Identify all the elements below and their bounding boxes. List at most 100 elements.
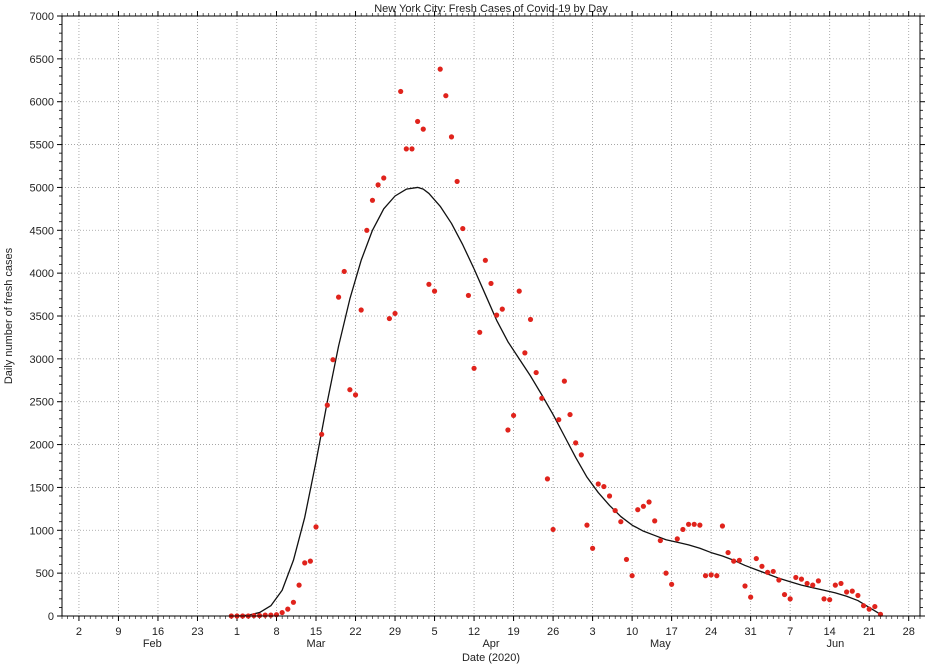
y-tick-label: 7000 xyxy=(30,11,54,23)
x-tick-label: 9 xyxy=(115,626,121,638)
data-point xyxy=(781,591,788,598)
data-point xyxy=(556,417,562,423)
data-point xyxy=(691,521,697,527)
x-tick-label: 2 xyxy=(76,626,82,638)
data-point xyxy=(448,134,455,140)
x-tick-label: 7 xyxy=(787,626,793,638)
y-tick-label: 1000 xyxy=(30,525,54,537)
data-point xyxy=(499,306,505,312)
y-tick-label: 2500 xyxy=(30,397,54,409)
x-tick-label: 28 xyxy=(903,626,915,638)
data-point xyxy=(866,606,872,612)
data-point xyxy=(776,577,782,583)
x-tick-label: 17 xyxy=(666,626,678,638)
data-point xyxy=(375,182,381,188)
data-point xyxy=(420,126,426,132)
trend-line xyxy=(236,186,881,617)
x-tick-label: 31 xyxy=(745,626,757,638)
data-point xyxy=(279,609,285,616)
y-tick-label: 4500 xyxy=(30,225,54,237)
x-tick-label: 8 xyxy=(273,626,279,638)
data-point xyxy=(296,582,302,588)
data-point xyxy=(290,599,297,605)
y-tick-label: 6500 xyxy=(30,54,54,66)
data-point xyxy=(595,481,601,487)
data-point xyxy=(319,431,325,437)
data-point xyxy=(748,594,754,600)
data-point xyxy=(573,440,579,446)
data-point xyxy=(860,603,867,609)
data-point xyxy=(539,395,545,401)
data-point xyxy=(872,603,878,610)
data-point xyxy=(753,555,759,562)
data-point xyxy=(369,197,376,203)
data-point xyxy=(522,350,528,356)
y-tick-label: 5500 xyxy=(30,140,54,152)
data-point xyxy=(443,93,449,99)
data-point xyxy=(488,280,494,287)
month-label: Feb xyxy=(143,638,162,650)
data-point xyxy=(640,503,647,509)
data-point xyxy=(849,588,855,594)
x-axis: 2 9 16 23 1 8 15 22 29 5 12 19 26 3 10 17 24 31 7 14 21 28Feb… xyxy=(61,11,921,650)
data-point xyxy=(657,537,663,544)
data-point xyxy=(431,288,438,294)
x-tick-label: 29 xyxy=(389,626,401,638)
data-point xyxy=(838,580,844,587)
data-point xyxy=(364,227,370,233)
x-tick-label: 22 xyxy=(349,626,361,638)
x-tick-label: 26 xyxy=(547,626,559,638)
data-point xyxy=(759,563,765,569)
y-axis-title: Daily number of fresh cases xyxy=(3,247,15,384)
data-point xyxy=(352,392,359,398)
y-axis: 0 500 1000 1500 2000 2500 3000 3500 4000 4500 5000… xyxy=(30,11,925,623)
data-point xyxy=(855,592,861,599)
grid xyxy=(62,16,920,616)
month-label: May xyxy=(650,638,671,650)
data-point xyxy=(832,582,838,588)
data-point xyxy=(398,88,404,95)
data-point xyxy=(510,412,517,419)
data-point xyxy=(770,568,776,575)
data-point xyxy=(262,612,268,618)
data-point xyxy=(358,307,364,313)
y-tick-label: 500 xyxy=(36,568,54,580)
x-tick-label: 3 xyxy=(590,626,596,638)
x-tick-label: 24 xyxy=(705,626,717,638)
data-point xyxy=(516,288,522,294)
x-tick-label: 15 xyxy=(310,626,322,638)
plot-frame xyxy=(61,15,921,617)
data-point xyxy=(669,581,675,587)
data-point xyxy=(544,476,551,482)
month-label: Jun xyxy=(826,638,844,650)
data-point xyxy=(725,549,731,556)
data-point xyxy=(482,257,488,263)
data-point xyxy=(273,612,280,618)
month-label: Mar xyxy=(307,638,326,650)
data-point xyxy=(324,402,330,408)
data-point xyxy=(505,427,511,433)
x-tick-label: 19 xyxy=(507,626,519,638)
data-point xyxy=(663,570,669,576)
data-point xyxy=(736,557,742,563)
x-tick-label: 16 xyxy=(152,626,164,638)
data-point xyxy=(313,524,319,530)
data-point xyxy=(674,536,680,542)
data-point xyxy=(844,589,850,595)
x-tick-label: 12 xyxy=(468,626,480,638)
data-point xyxy=(347,387,353,393)
data-point xyxy=(567,411,573,418)
data-point xyxy=(460,225,466,232)
data-point xyxy=(731,558,737,564)
data-point xyxy=(601,483,607,490)
data-point xyxy=(426,281,432,287)
data-point xyxy=(623,556,630,563)
trend-curve xyxy=(236,186,881,617)
data-point xyxy=(793,574,799,581)
data-point xyxy=(697,522,703,528)
data-point xyxy=(815,578,821,584)
data-point xyxy=(437,66,443,72)
data-point xyxy=(403,146,409,152)
data-point xyxy=(714,573,720,579)
